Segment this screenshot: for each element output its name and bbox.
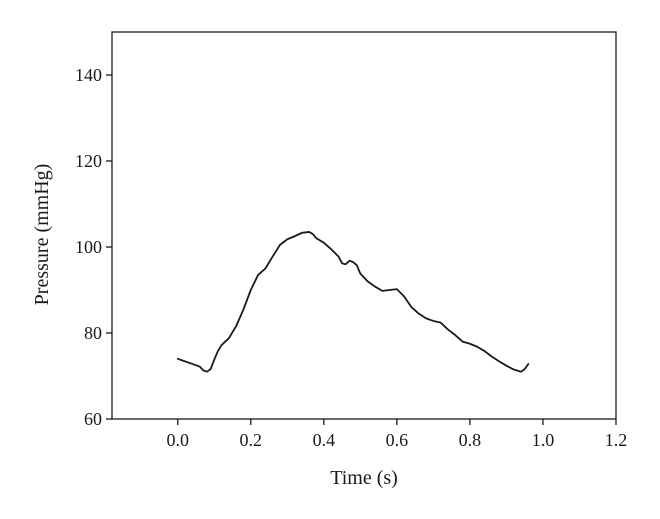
plot-layer: 60 80 100 120 140 0.0 0.2 0.4 0.6 0.8 1.0 1.2 [75,31,628,450]
x-axis-label: Time (s) [330,467,398,489]
x-tick-label-0.2: 0.2 [240,430,263,450]
plot-frame [111,31,617,420]
y-tick-label-100: 100 [75,237,102,257]
y-axis-label: Pressure (mmHg) [31,164,53,306]
x-tick-label-0.8: 0.8 [459,430,482,450]
series-line-1 [176,231,530,373]
y-tick-label-80: 80 [84,323,102,343]
y-tick-label-60: 60 [84,409,102,429]
x-tick-label-1.2: 1.2 [605,430,628,450]
x-tick-label-0.6: 0.6 [386,430,409,450]
x-tick-label-1.0: 1.0 [532,430,555,450]
x-tick-label-0.0: 0.0 [166,430,189,450]
x-tick-label-0.4: 0.4 [313,430,336,450]
y-tick-label-120: 120 [75,151,102,171]
y-tick-label-140: 140 [75,65,102,85]
